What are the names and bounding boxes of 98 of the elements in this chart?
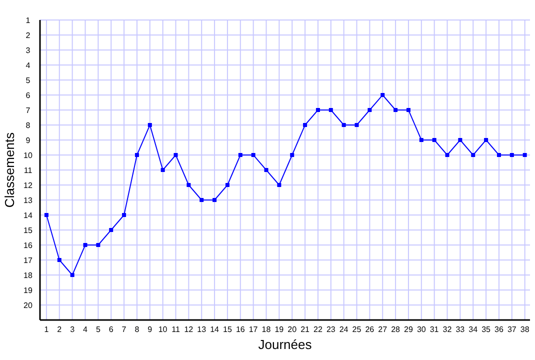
point <box>328 108 333 112</box>
x-tick-label: 23 <box>326 325 336 334</box>
y-tick-label: 4 <box>26 61 31 70</box>
y-tick-label: 12 <box>24 181 33 190</box>
point <box>419 138 424 142</box>
x-tick-label: 31 <box>430 325 440 334</box>
point <box>496 153 501 157</box>
point <box>186 183 191 187</box>
point <box>354 123 359 127</box>
x-tick-label: 11 <box>172 325 180 334</box>
x-tick-label: 18 <box>262 325 272 334</box>
x-tick-label: 21 <box>300 325 310 334</box>
y-tick-label: 7 <box>26 106 31 115</box>
y-tick-label: 3 <box>26 46 31 55</box>
x-tick-label: 17 <box>248 325 258 334</box>
x-axis-title: Journées <box>258 337 312 352</box>
point <box>44 213 48 217</box>
point <box>445 153 450 157</box>
point <box>522 153 527 157</box>
x-tick-label: 7 <box>122 325 127 334</box>
x-tick-label: 27 <box>378 325 388 334</box>
y-tick-label: 18 <box>24 271 33 280</box>
y-tick-label: 19 <box>24 286 33 295</box>
x-tick-label: 16 <box>236 325 246 334</box>
x-tick-label: 4 <box>83 325 88 334</box>
x-tick-label: 2 <box>57 325 62 334</box>
x-tick-label: 24 <box>339 325 349 334</box>
x-tick-label: 5 <box>96 325 101 334</box>
point <box>380 93 385 97</box>
x-tick-label: 3 <box>70 325 76 334</box>
x-tick-label: 26 <box>365 325 375 334</box>
x-tick-label: 36 <box>494 325 504 334</box>
y-tick-label: 2 <box>26 31 31 40</box>
point <box>160 168 165 172</box>
x-tick-label: 30 <box>416 325 426 334</box>
x-tick-label: 12 <box>184 325 194 334</box>
x-tick-label: 20 <box>288 325 298 334</box>
point <box>264 168 268 172</box>
x-tick-label: 28 <box>391 325 401 334</box>
point <box>510 153 514 157</box>
x-tick-label: 15 <box>223 325 232 334</box>
x-tick-label: 19 <box>274 325 284 334</box>
point <box>109 228 114 232</box>
x-tick-label: 37 <box>507 325 517 334</box>
y-axis-title: Classements <box>2 132 17 208</box>
point <box>406 108 410 112</box>
y-tick-label: 6 <box>26 91 31 100</box>
point <box>122 213 126 217</box>
point <box>57 258 62 262</box>
point <box>134 153 139 157</box>
x-tick-label: 14 <box>210 325 220 334</box>
x-tick-label: 34 <box>468 325 478 334</box>
point <box>368 108 372 112</box>
point <box>277 183 282 187</box>
y-tick-label: 8 <box>26 121 31 130</box>
point <box>148 123 152 127</box>
point <box>458 138 462 142</box>
x-tick-label: 6 <box>108 325 114 334</box>
point <box>432 138 436 142</box>
point <box>238 153 242 157</box>
x-tick-label: 9 <box>148 325 153 334</box>
y-tick-label: 11 <box>24 166 33 175</box>
point <box>200 198 204 202</box>
point <box>70 273 74 277</box>
point <box>83 243 88 247</box>
point <box>212 198 217 202</box>
y-tick-label: 16 <box>24 241 33 250</box>
point <box>342 123 346 127</box>
y-tick-label: 14 <box>24 211 33 220</box>
point <box>303 123 308 127</box>
x-tick-label: 32 <box>442 325 452 334</box>
point <box>225 183 230 187</box>
point <box>251 153 256 157</box>
x-tick-label: 29 <box>404 325 414 334</box>
point <box>316 108 320 112</box>
point <box>290 153 294 157</box>
point <box>174 153 178 157</box>
x-tick-label: 33 <box>456 325 466 334</box>
x-tick-label: 38 <box>520 325 530 334</box>
x-tick-label: 13 <box>197 325 207 334</box>
point <box>96 243 100 247</box>
point <box>471 153 476 157</box>
x-tick-label: 22 <box>314 325 323 334</box>
y-tick-label: 15 <box>24 226 33 235</box>
y-tick-label: 9 <box>26 136 31 145</box>
x-tick-label: 25 <box>352 325 362 334</box>
x-tick-label: 10 <box>158 325 168 334</box>
y-tick-label: 13 <box>24 196 33 205</box>
y-tick-label: 20 <box>24 301 33 310</box>
x-tick-label: 8 <box>134 325 140 334</box>
x-tick-label: 35 <box>482 325 492 334</box>
x-tick-label: 1 <box>44 325 50 334</box>
point <box>484 138 488 142</box>
point <box>394 108 398 112</box>
y-tick-label: 1 <box>26 16 31 25</box>
y-tick-label: 5 <box>26 76 31 85</box>
y-tick-label: 10 <box>24 151 33 160</box>
y-tick-label: 17 <box>24 256 33 265</box>
